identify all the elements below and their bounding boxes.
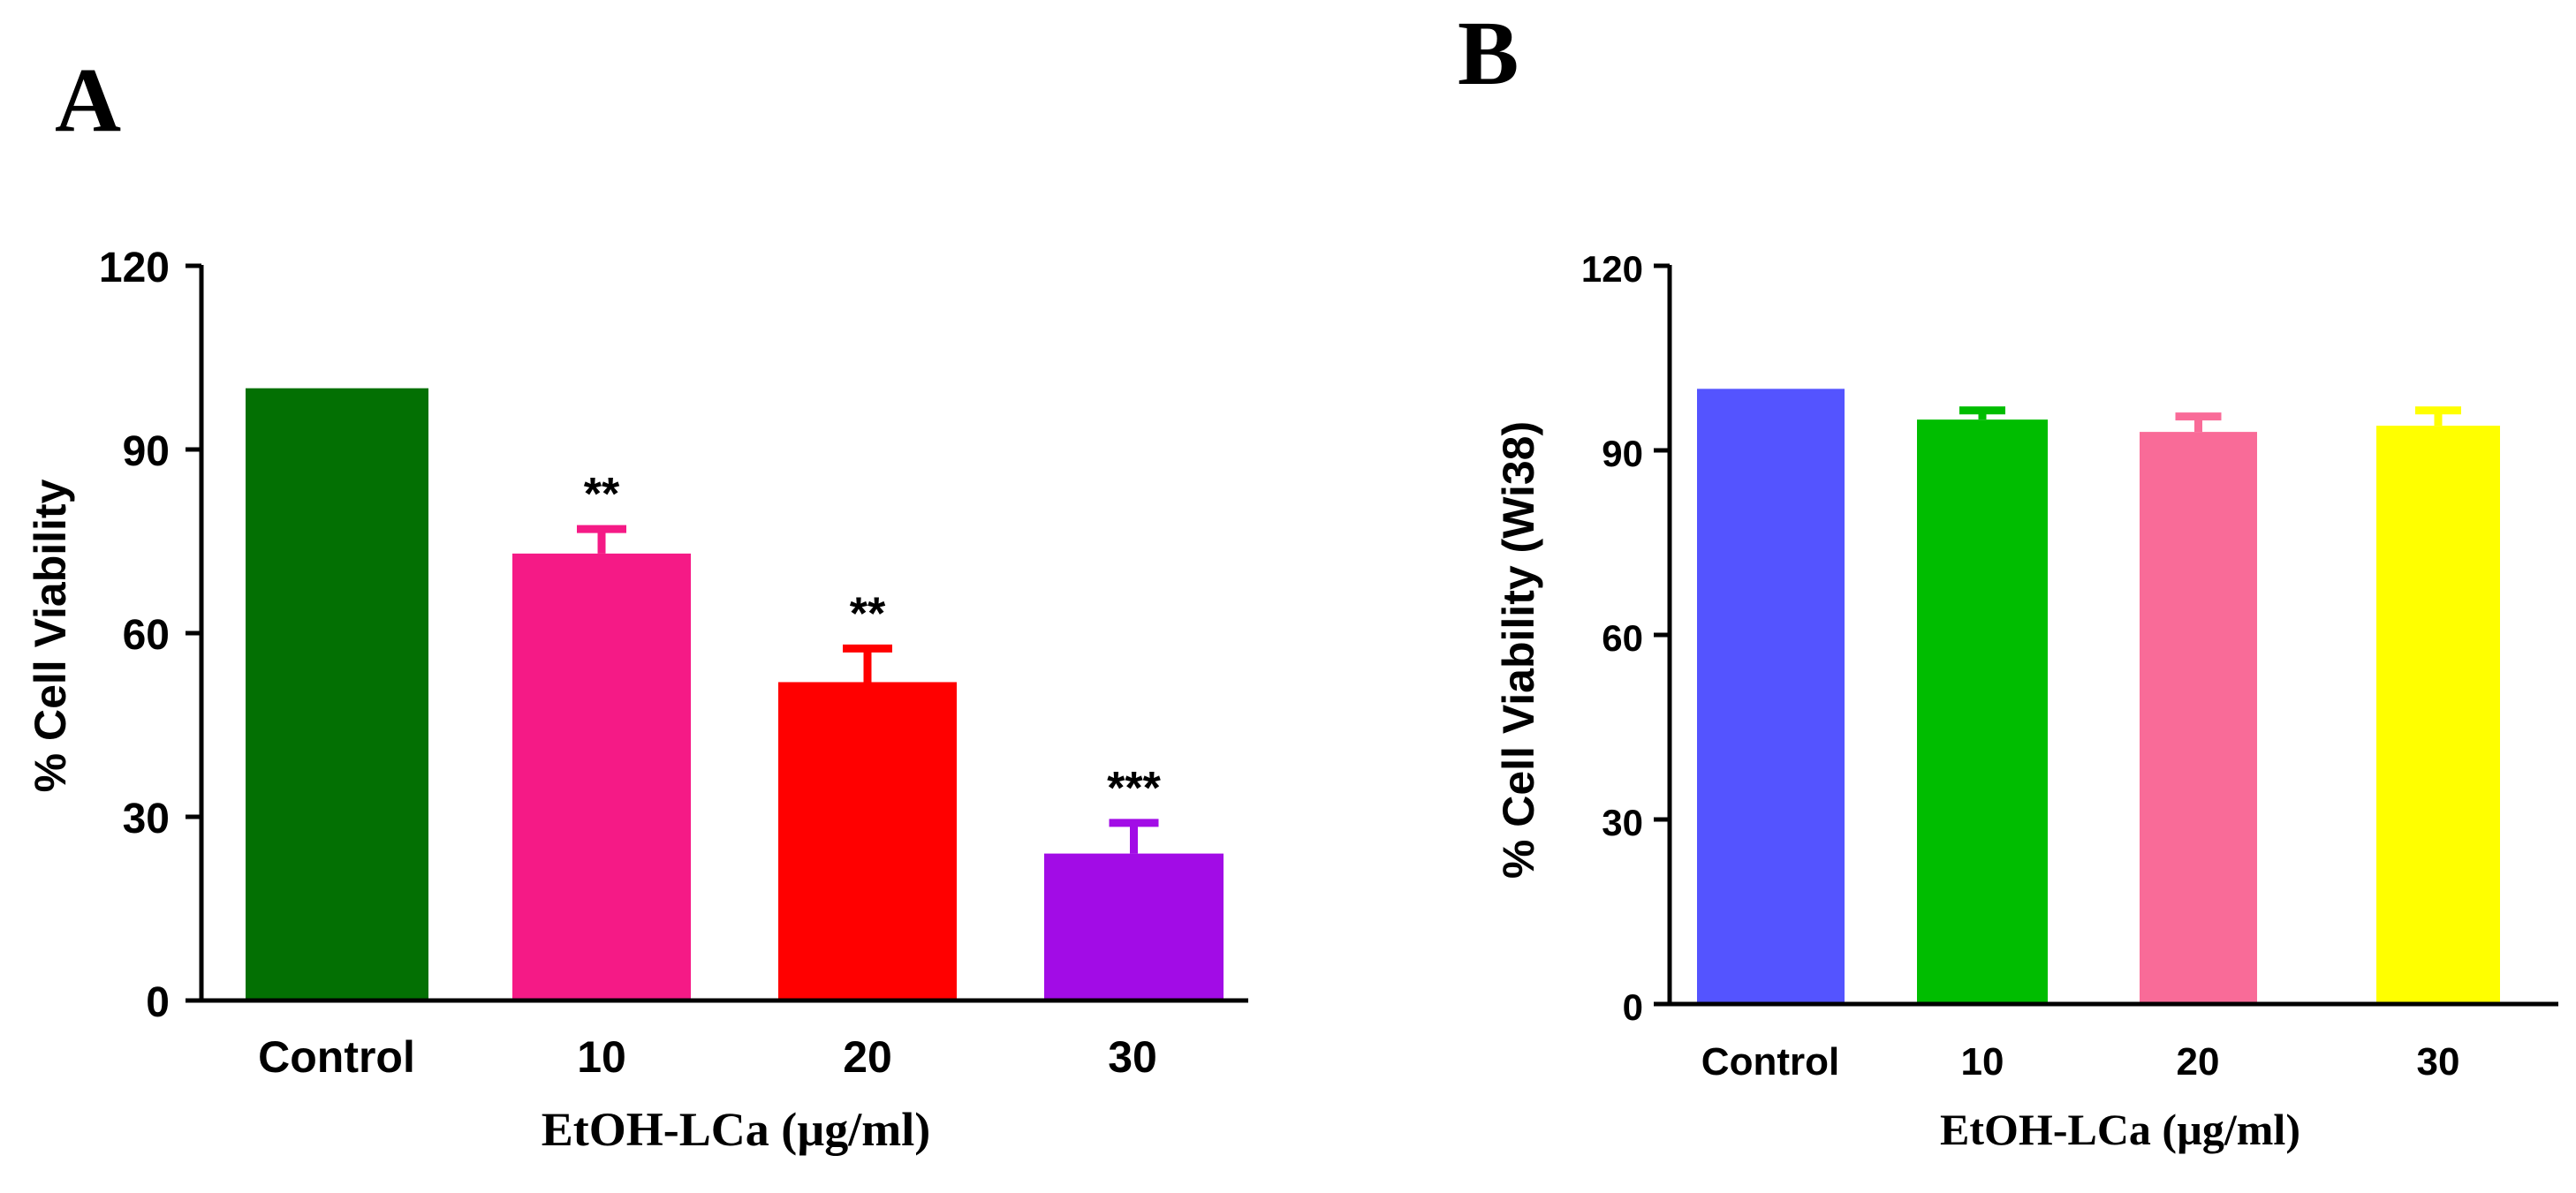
panel-a: A % Cell Viability 0 30 60 90 120 ** ** … (26, 49, 1248, 1156)
panel-b-y-tick-label: 90 (1602, 433, 1643, 474)
panel-b-x-axis-title: EtOH-LCa (µg/ml) (1940, 1105, 2300, 1154)
panel-a-x-tick-label-20: 20 (843, 1032, 892, 1082)
panel-b-bars (1697, 389, 2500, 1005)
panel-b-error-bar-30 (2415, 406, 2461, 427)
panel-a-y-tick-label: 60 (123, 612, 170, 659)
panel-a-y-tick-label: 30 (123, 796, 170, 842)
panel-a-label: A (55, 49, 121, 151)
panel-a-bars (246, 388, 1224, 1001)
panel-b-y-tick-label: 30 (1602, 802, 1643, 843)
panel-a-x-axis-title: EtOH-LCa (µg/ml) (542, 1103, 931, 1156)
panel-a-x-tick-label-10: 10 (577, 1032, 626, 1082)
panel-b-error-bar-10 (1959, 406, 2005, 420)
panel-a-bar-10 (512, 553, 691, 1000)
panel-a-significance-30: *** (1107, 763, 1161, 814)
panel-b: B % Cell Viability (Wi38) 0 30 60 90 120 (1458, 3, 2558, 1154)
panel-a-significance-marks: ** ** *** (584, 469, 1162, 814)
panel-b-y-tick-label: 120 (1581, 248, 1643, 290)
panel-a-y-tick-label: 90 (123, 428, 170, 475)
panel-a-error-bar-20 (843, 644, 892, 683)
panel-b-bar-control (1697, 389, 1845, 1004)
panel-b-y-tick-label: 0 (1623, 986, 1643, 1028)
panel-a-significance-20: ** (850, 588, 886, 639)
panel-b-x-tick-labels: Control 10 20 30 (1701, 1040, 2460, 1084)
panel-a-y-tick-label: 0 (146, 979, 170, 1026)
panel-b-bar-10 (1917, 419, 2048, 1005)
panel-b-x-tick-label-20: 20 (2177, 1040, 2220, 1084)
panel-a-axes (186, 263, 1248, 1003)
panel-b-error-bars (1959, 406, 2461, 433)
panel-a-y-tick-labels: 0 30 60 90 120 (99, 245, 170, 1026)
panel-b-x-tick-label-10: 10 (1961, 1040, 2004, 1084)
panel-b-bar-20 (2140, 432, 2257, 1005)
panel-b-axes (1654, 263, 2558, 1007)
panel-a-error-bar-10 (577, 525, 626, 554)
panel-b-x-tick-label-30: 30 (2417, 1040, 2460, 1084)
panel-a-error-bars (577, 525, 1159, 854)
panel-b-y-tick-label: 60 (1602, 617, 1643, 659)
panel-b-y-axis-title: % Cell Viability (Wi38) (1494, 421, 1543, 879)
panel-b-y-tick-labels: 0 30 60 90 120 (1581, 248, 1643, 1028)
panel-a-bar-20 (778, 682, 957, 1000)
panel-b-error-bar-20 (2175, 412, 2222, 433)
panel-b-bar-30 (2376, 426, 2500, 1005)
panel-a-bar-control (246, 388, 428, 1001)
panel-a-x-tick-labels: Control 10 20 30 (258, 1032, 1157, 1082)
panel-a-y-axis-title: % Cell Viability (26, 479, 75, 792)
panel-a-x-tick-label-30: 30 (1108, 1032, 1157, 1082)
panel-a-error-bar-30 (1109, 819, 1159, 854)
panel-a-bar-30 (1044, 853, 1224, 1000)
panel-a-significance-10: ** (584, 469, 620, 520)
panel-b-label: B (1458, 3, 1519, 104)
panel-b-x-tick-label-control: Control (1701, 1040, 1839, 1084)
panel-a-x-tick-label-control: Control (258, 1032, 415, 1082)
panel-a-y-tick-label: 120 (99, 245, 170, 291)
